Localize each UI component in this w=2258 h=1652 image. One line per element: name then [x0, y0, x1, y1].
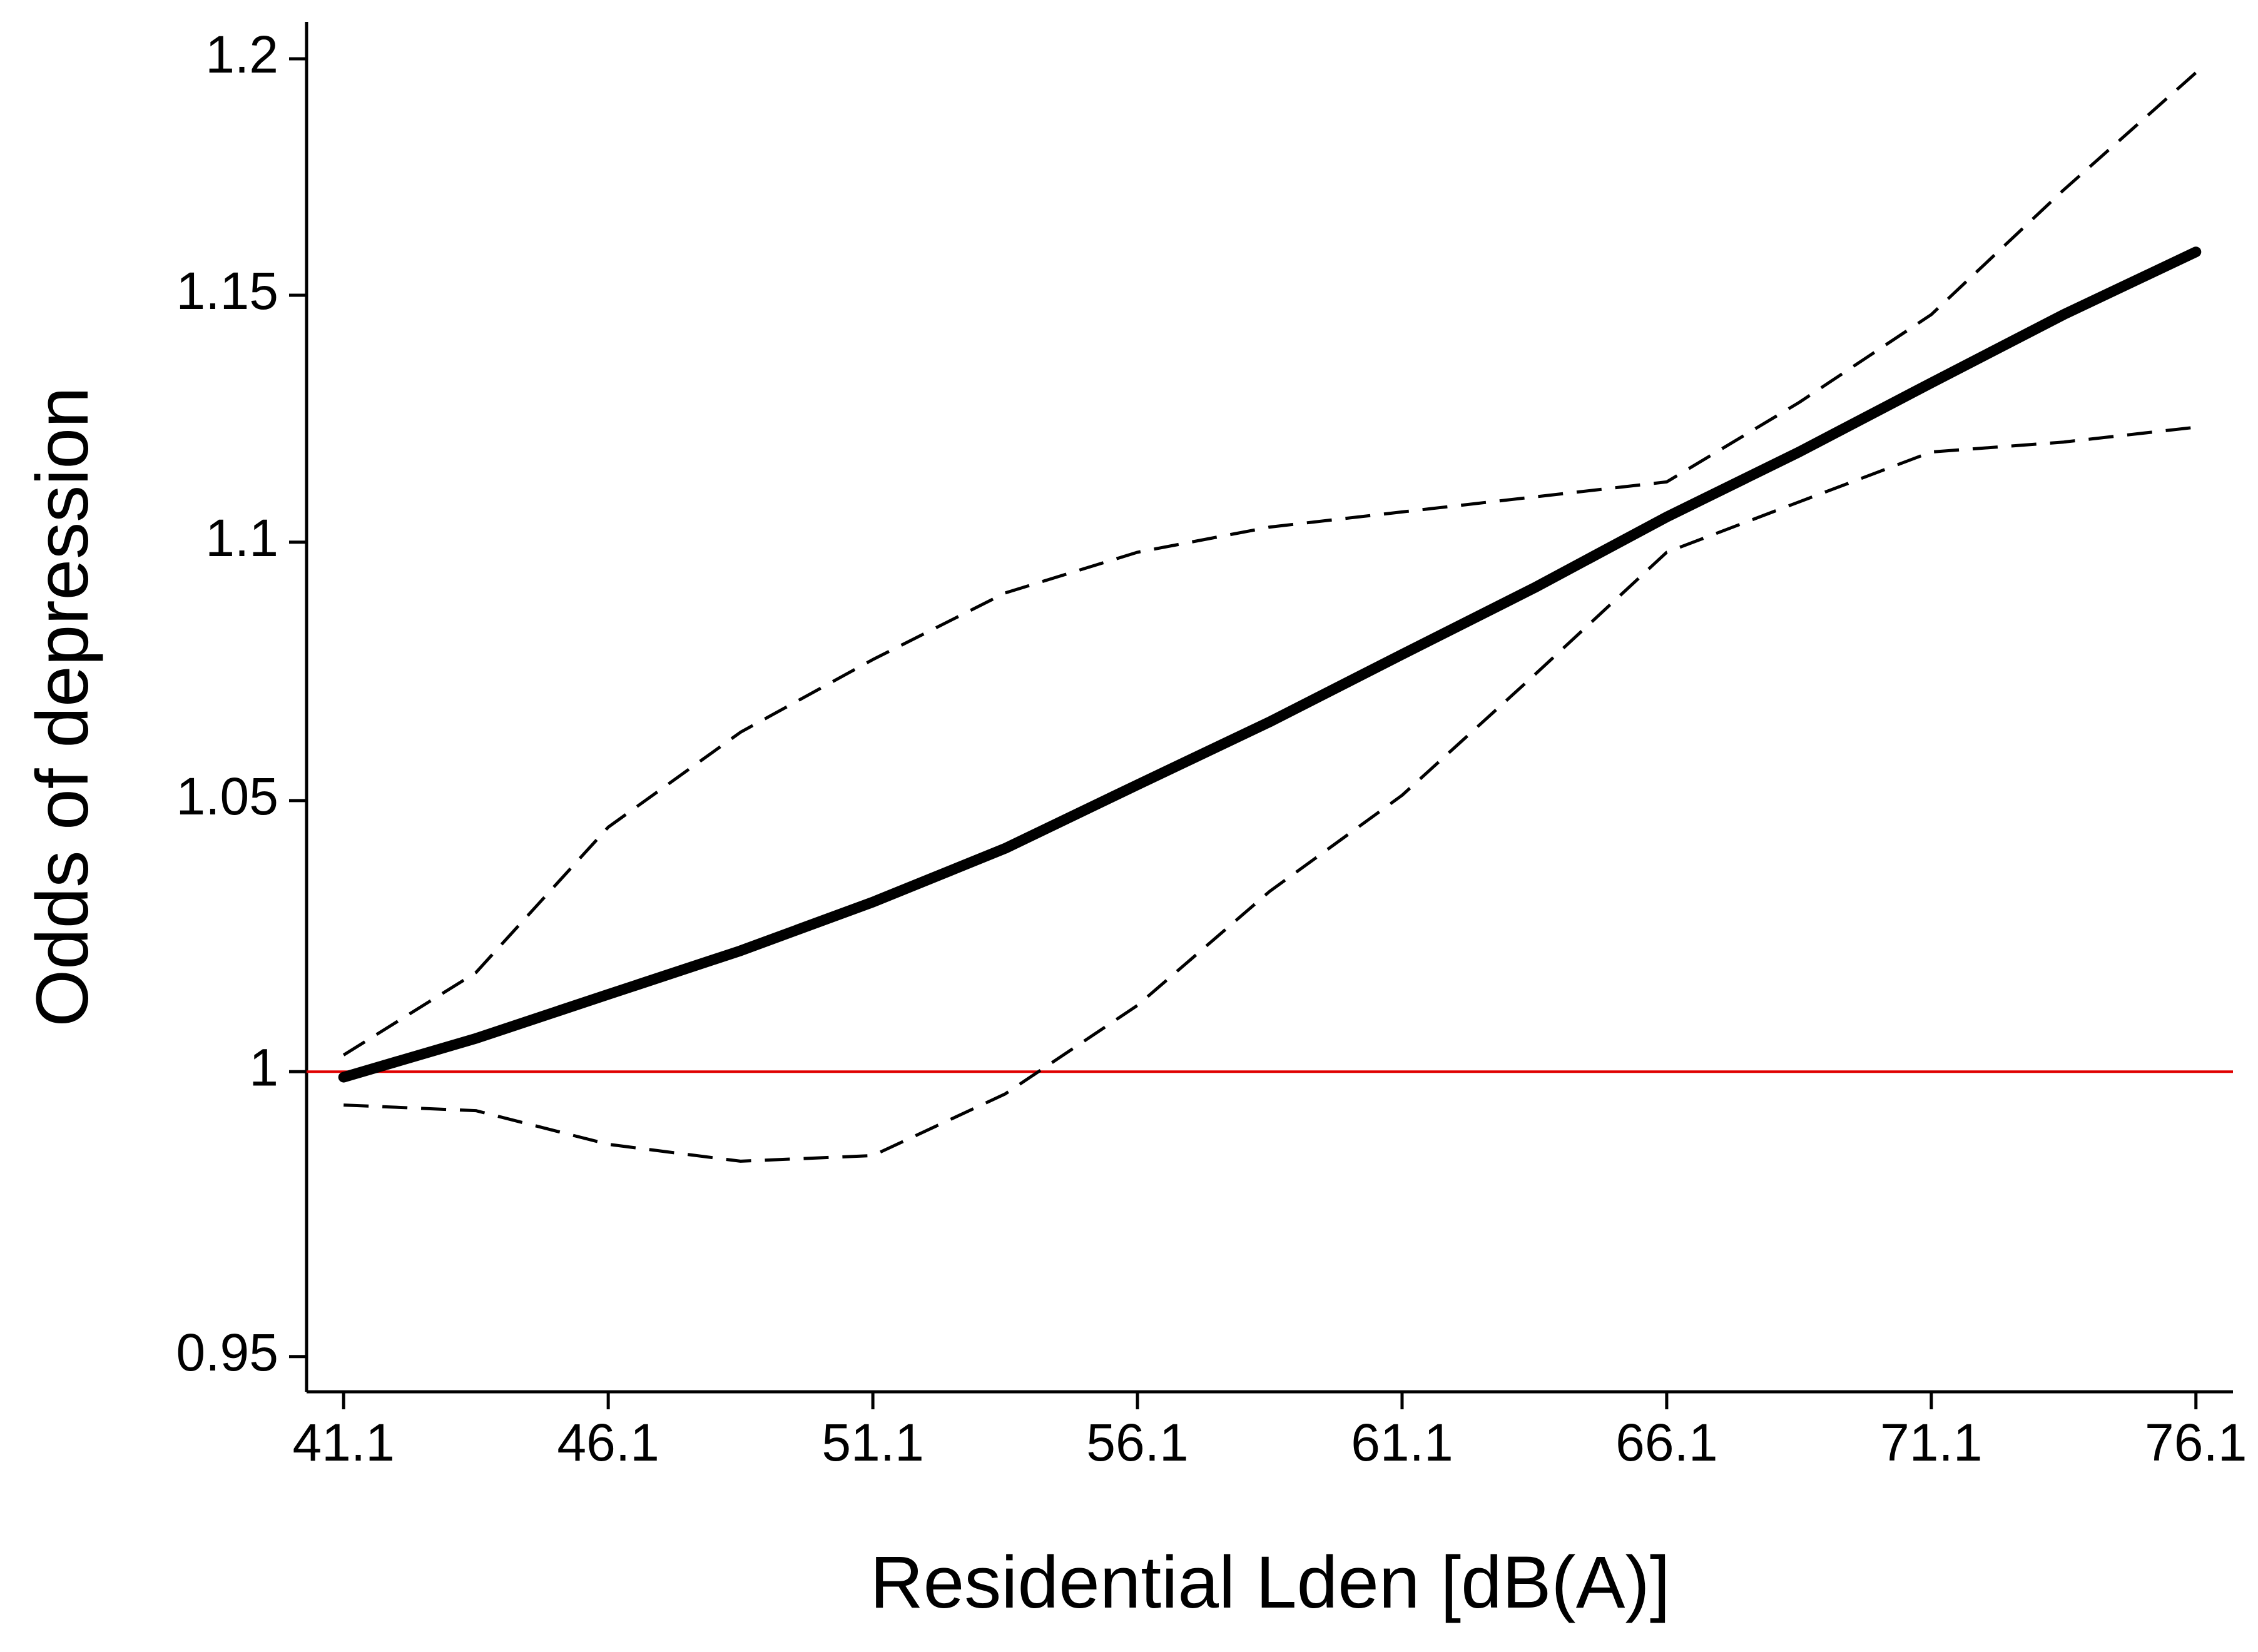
ci-line — [343, 425, 2197, 1163]
y-tick-label: 1.1 — [205, 509, 278, 567]
y-tick-label: 1.15 — [176, 261, 279, 320]
estimate-line — [338, 246, 2202, 1083]
ci-line — [342, 71, 2197, 1057]
x-tick-label: 56.1 — [1086, 1413, 1189, 1472]
x-tick-label: 51.1 — [821, 1413, 924, 1472]
y-tick-label: 1.2 — [205, 25, 278, 84]
x-tick-label: 71.1 — [1880, 1413, 1983, 1472]
x-tick-label: 66.1 — [1615, 1413, 1718, 1472]
y-tick-label: 1.05 — [176, 767, 279, 826]
y-tick-label: 1 — [249, 1038, 278, 1097]
x-tick-label: 46.1 — [557, 1413, 659, 1472]
y-axis-title: Odds of depression — [21, 387, 104, 1026]
y-tick-label: 0.95 — [176, 1323, 279, 1382]
x-axis-title: Residential Lden [dB(A)] — [870, 1541, 1670, 1624]
x-tick-label: 61.1 — [1351, 1413, 1453, 1472]
x-tick-label: 76.1 — [2145, 1413, 2247, 1472]
x-tick-label: 41.1 — [292, 1413, 395, 1472]
